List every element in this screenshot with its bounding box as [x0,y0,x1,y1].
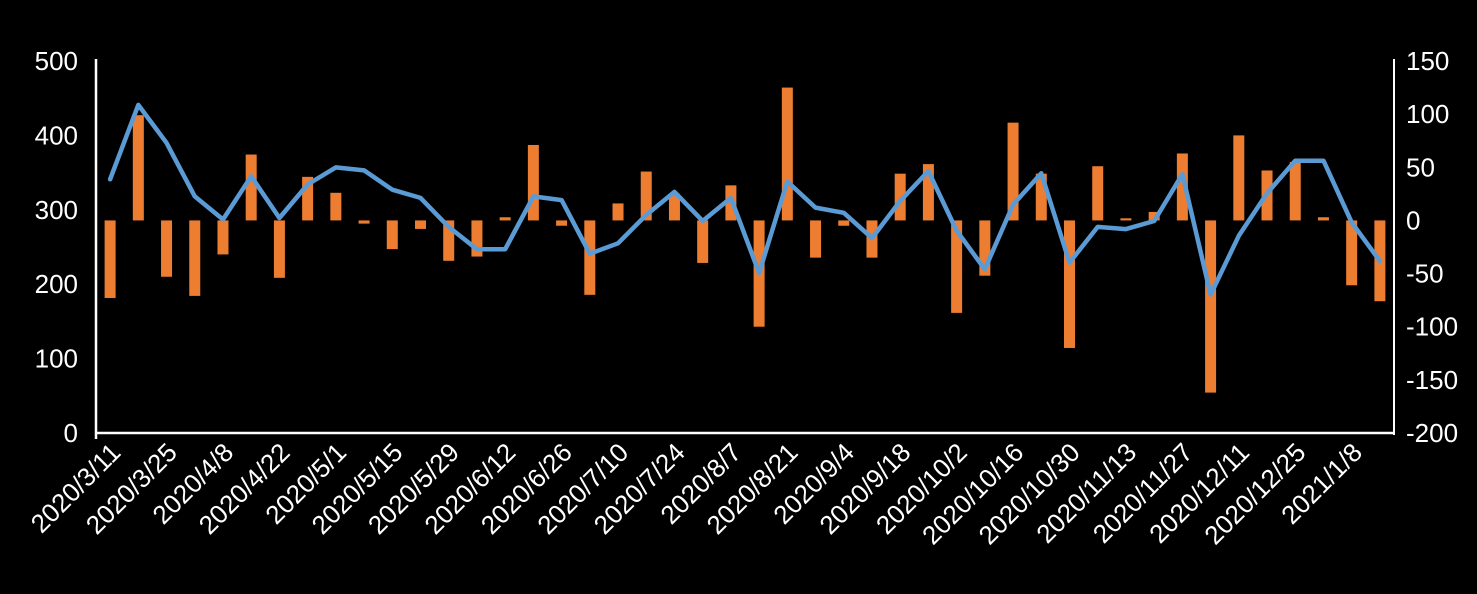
bar-2020/7/17 [640,171,652,221]
right-axis-tick-0: 0 [1406,205,1420,235]
bar-2020/7/24 [668,193,680,221]
right-axis-tick--100: -100 [1406,312,1458,342]
bar-2021/1/1 [1317,217,1329,221]
bar-2020/12/11 [1233,135,1245,221]
left-axis-tick-0: 0 [64,418,78,448]
bar-2020/6/26 [556,220,568,226]
bar-2020/6/19 [527,144,539,221]
bar-2020/5/29 [443,220,455,261]
bar-2020/4/22 [273,220,285,278]
bar-2020/5/15 [386,220,398,250]
bar-2020/5/1 [330,192,342,221]
bar-2020/4/8 [217,220,229,255]
bar-2020/9/25 [922,164,934,221]
bar-2020/10/2 [951,220,963,313]
right-axis-tick-50: 50 [1406,152,1435,182]
bar-2020/3/25 [161,220,173,277]
bar-2020/11/20 [1148,211,1160,221]
left-axis-tick-100: 100 [35,344,78,374]
bar-2020/10/9 [979,220,991,276]
bar-2020/12/25 [1289,161,1301,221]
bar-2020/4/1 [189,220,201,296]
bar-2020/10/23 [1035,173,1047,221]
bar-2020/10/16 [1007,122,1019,221]
bar-2020/9/4 [838,220,850,226]
bar-2021/1/8 [1346,220,1358,286]
left-axis-tick-400: 400 [35,120,78,150]
bar-2020/7/3 [584,220,596,295]
bar-2020/5/22 [415,220,426,229]
bar-2020/6/12 [499,217,511,221]
bar-2020/11/6 [1092,166,1104,221]
left-axis-tick-300: 300 [35,195,78,225]
right-axis-tick--50: -50 [1406,259,1444,289]
right-axis-tick--200: -200 [1406,418,1458,448]
bar-2020/5/8 [358,220,370,224]
bar-2020/10/30 [1064,220,1075,348]
bar-2020/8/28 [810,220,822,258]
bar-2020/8/21 [781,87,793,221]
bar-2020/7/31 [697,220,709,263]
bar-2020/4/29 [302,176,314,221]
right-axis-tick-100: 100 [1406,99,1449,129]
bar-2020/11/27 [1176,153,1188,221]
bar-2020/12/4 [1205,220,1217,393]
right-axis-tick-150: 150 [1406,46,1449,76]
right-axis-tick--150: -150 [1406,365,1458,395]
bar-2020/9/18 [894,173,906,221]
bar-2020/6/5 [471,220,483,257]
line-series [107,102,1383,297]
bar-2020/4/15 [245,154,257,221]
bar-2020/3/18 [132,115,144,221]
bar-2020/3/11 [104,220,116,299]
left-axis-tick-200: 200 [35,269,78,299]
bar-2020/11/13 [1120,218,1132,221]
bar-2020/7/10 [612,203,624,221]
left-axis-tick-500: 500 [35,46,78,76]
